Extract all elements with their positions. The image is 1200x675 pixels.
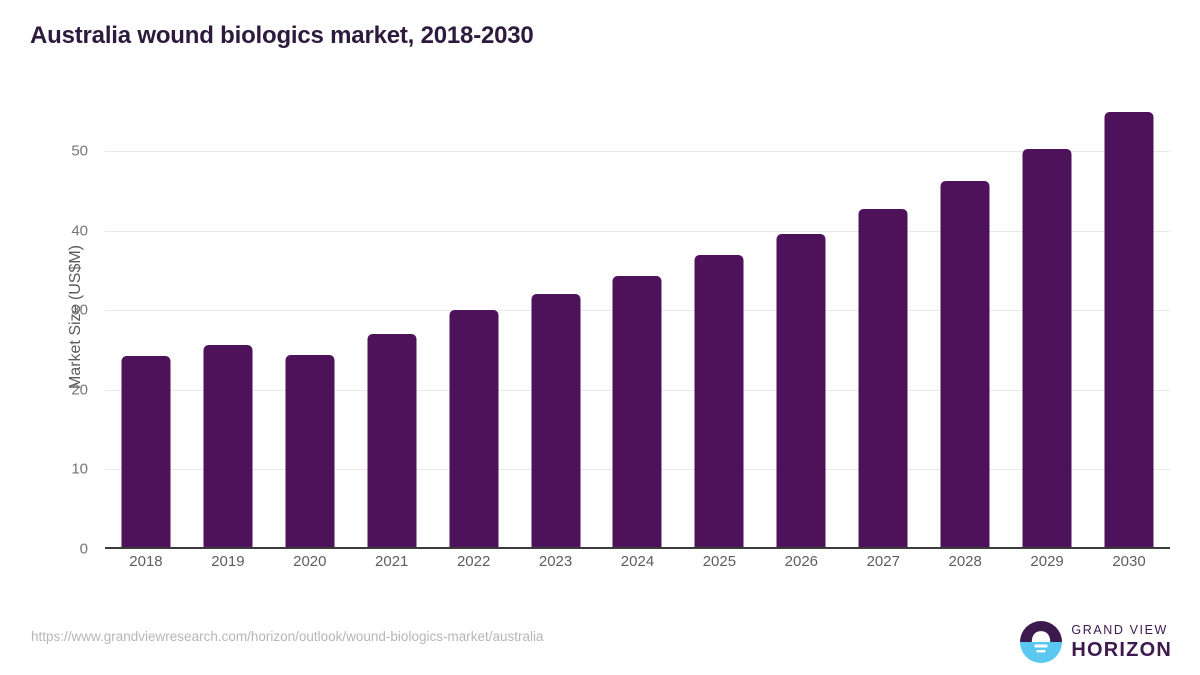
bar-group[interactable]: 2018: [105, 85, 187, 570]
bar-group[interactable]: 2030: [1088, 85, 1170, 570]
bar[interactable]: [940, 180, 990, 549]
gridline: [105, 151, 1170, 153]
bar[interactable]: [858, 209, 908, 549]
x-axis-line: [105, 547, 1170, 549]
x-axis-tick-label: 2023: [538, 553, 573, 570]
horizon-logo-icon: [1020, 621, 1063, 663]
logo-line-horizon: HORIZON: [1071, 638, 1172, 661]
logo-line-grand-view: GRAND VIEW: [1071, 623, 1168, 638]
y-axis-tick-label: 30: [71, 301, 88, 319]
bar-group[interactable]: 2025: [678, 85, 760, 570]
bar[interactable]: [121, 355, 171, 549]
y-axis-tick-label: 40: [71, 222, 88, 240]
x-axis-tick-label: 2030: [1112, 553, 1146, 570]
bar[interactable]: [531, 293, 581, 549]
x-axis-tick-label: 2018: [129, 553, 163, 570]
x-axis-tick-label: 2025: [702, 553, 737, 570]
x-axis-tick-label: 2027: [866, 553, 900, 570]
x-axis-tick-label: 2021: [375, 553, 409, 570]
logo-text: GRAND VIEW HORIZON: [1071, 624, 1172, 660]
x-axis-tick-label: 2029: [1030, 553, 1064, 570]
y-axis-tick-label: 0: [79, 540, 88, 558]
bar-group[interactable]: 2023: [515, 85, 597, 570]
bar-group[interactable]: 2027: [842, 85, 924, 570]
bar[interactable]: [449, 310, 499, 549]
page-title: Australia wound biologics market, 2018-2…: [30, 22, 534, 49]
x-axis-tick-label: 2020: [293, 553, 327, 570]
bar-series: 2018 2019 2020 2021 2022 2023 2024 2025 2026 2027…: [105, 85, 1170, 570]
plot-area: 2018 2019 2020 2021 2022 2023 2024 2025 2026 2027…: [105, 85, 1170, 570]
source-url[interactable]: https://www.grandviewresearch.com/horizo…: [31, 629, 544, 644]
x-axis-tick-label: 2026: [784, 553, 819, 570]
x-axis-tick-label: 2024: [620, 553, 655, 570]
x-axis-tick-label: 2022: [456, 553, 491, 570]
bar-group[interactable]: 2028: [924, 85, 1006, 570]
bar-group[interactable]: 2022: [433, 85, 515, 570]
x-axis-tick-label: 2019: [211, 553, 245, 570]
bar-group[interactable]: 2020: [269, 85, 351, 570]
y-axis-tick-label: 10: [71, 460, 88, 478]
y-axis-tick-label: 20: [71, 381, 88, 399]
bar[interactable]: [776, 233, 826, 549]
bar-group[interactable]: 2024: [597, 85, 679, 570]
x-axis-tick-label: 2028: [948, 553, 982, 570]
bar-group[interactable]: 2026: [760, 85, 842, 570]
bar[interactable]: [203, 345, 253, 549]
grand-view-horizon-logo[interactable]: GRAND VIEW HORIZON: [1020, 621, 1172, 663]
bar[interactable]: [367, 334, 417, 549]
bar-group[interactable]: 2019: [187, 85, 269, 570]
y-axis-tick-label: 50: [71, 142, 88, 160]
bar-group[interactable]: 2021: [351, 85, 433, 570]
gridline: [105, 230, 1170, 232]
bar[interactable]: [1104, 112, 1154, 549]
bar-group[interactable]: 2029: [1006, 85, 1088, 570]
bar[interactable]: [1022, 148, 1072, 549]
bar[interactable]: [694, 255, 744, 549]
bar[interactable]: [285, 354, 335, 549]
y-axis-tick-labels: 0 10 20 30 40 50: [0, 85, 88, 558]
bar[interactable]: [612, 276, 662, 549]
